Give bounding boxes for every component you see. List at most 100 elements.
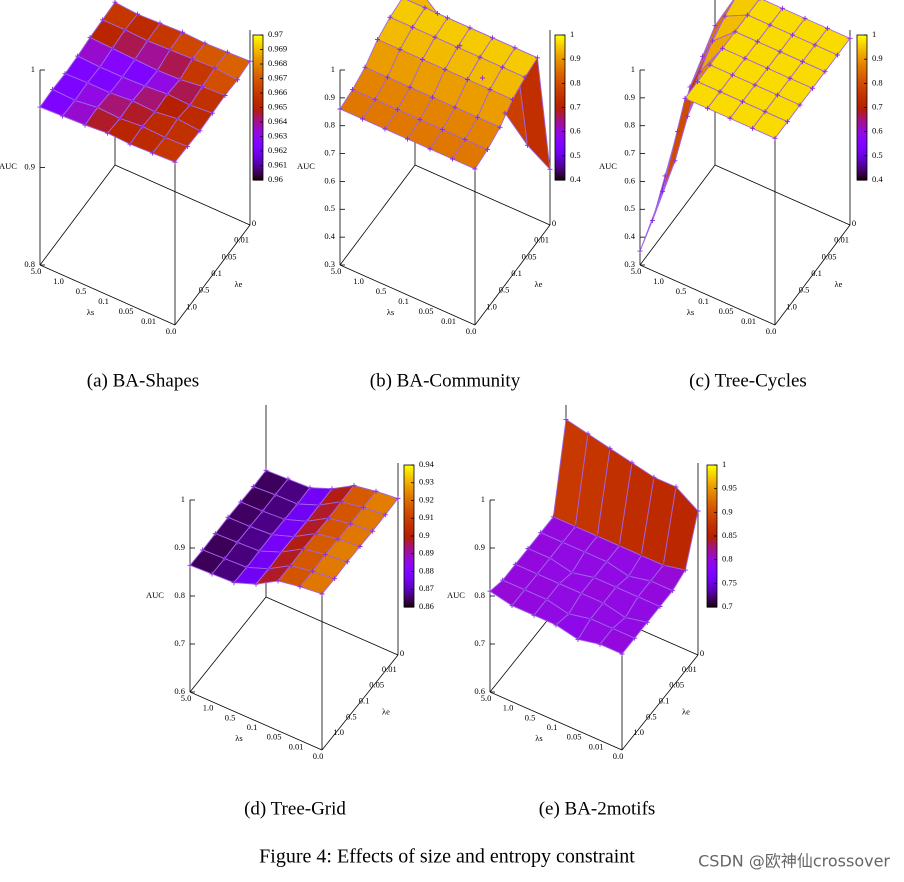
surface-point [140, 123, 145, 129]
x-tick-label: 0.05 [267, 732, 282, 742]
colorbar-strip [253, 76, 263, 80]
surface-point [500, 64, 505, 70]
surface-point [440, 127, 445, 133]
colorbar-strip [404, 590, 414, 594]
surface-point [263, 467, 269, 473]
colorbar-tick-label: 0.7 [570, 101, 581, 111]
colorbar-strip [707, 500, 717, 504]
z-tick-label: 0.8 [624, 120, 635, 130]
surface-point [120, 74, 125, 80]
colorbar-strip [857, 83, 867, 87]
x-tick-label: 0.1 [247, 722, 258, 732]
colorbar-strip [707, 533, 717, 537]
z-axis-label: AUC [447, 590, 465, 600]
colorbar-strip [707, 524, 717, 528]
axis-line [639, 164, 716, 266]
colorbar-strip [253, 85, 263, 89]
panel-caption: (b) BA-Community [370, 370, 521, 391]
colorbar-strip [404, 472, 414, 476]
colorbar-strip [857, 51, 867, 55]
surface-point [619, 651, 625, 657]
colorbar-strip [707, 578, 717, 582]
axis-line [39, 264, 176, 326]
colorbar-strip [707, 595, 717, 599]
colorbar-strip [857, 90, 867, 94]
colorbar-strip [857, 155, 867, 159]
surface-point [297, 584, 303, 590]
colorbar-strip [253, 160, 263, 164]
surface-point [288, 563, 294, 569]
z-tick-label: 0.6 [474, 686, 485, 696]
surface-point [472, 166, 478, 172]
colorbar-strip [857, 141, 867, 145]
colorbar-strip [253, 49, 263, 53]
z-axis-label: AUC [0, 161, 17, 171]
colorbar-strip [555, 158, 565, 162]
colorbar-strip [555, 95, 565, 99]
surface-point [157, 20, 163, 26]
surface-point [662, 173, 668, 179]
surface-point [687, 84, 693, 90]
surface-point [707, 62, 713, 68]
x-tick-label: 0.1 [98, 296, 109, 306]
colorbar-strip [253, 95, 263, 99]
colorbar-strip [555, 134, 565, 138]
colorbar-strip [404, 524, 414, 528]
axis-line [339, 264, 476, 326]
z-tick-label: 0.9 [24, 161, 35, 171]
colorbar-tick-label: 0.86 [419, 601, 434, 611]
surface-point [710, 38, 715, 44]
surface-point [497, 124, 503, 130]
colorbar-strip [707, 545, 717, 549]
surface-point [175, 116, 180, 122]
surface-point [272, 492, 278, 498]
surface-point [600, 600, 606, 606]
colorbar-strip [857, 93, 867, 97]
surface-point [117, 115, 123, 121]
surface-point [722, 13, 728, 19]
surface-point [553, 622, 559, 628]
surface-point [750, 125, 755, 131]
surface-point [755, 39, 760, 45]
z-tick-label: 0.9 [474, 542, 485, 552]
figure-caption: Figure 4: Effects of size and entropy co… [259, 846, 635, 868]
colorbar-strip [857, 44, 867, 48]
y-tick-label: 0.01 [834, 235, 849, 245]
x-tick-label: 0.01 [589, 741, 604, 751]
colorbar-strip [253, 114, 263, 118]
surface-point [165, 91, 170, 97]
colorbar-strip [555, 126, 565, 130]
surface-point [742, 55, 748, 61]
surface-point [95, 104, 100, 110]
colorbar-strip [404, 550, 414, 554]
x-tick-label: 0.05 [567, 732, 582, 742]
colorbar-strip [253, 167, 263, 171]
surface-point [672, 158, 678, 164]
colorbar-strip [555, 39, 565, 43]
colorbar-tick-label: 0.965 [268, 101, 287, 111]
surface-point [50, 86, 55, 92]
colorbar-strip [404, 519, 414, 523]
surface-point [266, 566, 272, 572]
surface-point [780, 5, 785, 11]
colorbar-strip [707, 597, 717, 601]
surface-point [705, 105, 710, 111]
colorbar-strip [707, 569, 717, 573]
surface-point [372, 97, 378, 103]
colorbar-strip [857, 134, 867, 138]
colorbar-strip [555, 177, 565, 181]
x-tick-label: 0.0 [313, 751, 324, 761]
surface-point [745, 12, 750, 18]
x-axis-label: λs [535, 733, 542, 743]
colorbar-strip [555, 49, 565, 53]
surface-point [132, 56, 138, 62]
colorbar-strip [857, 153, 867, 157]
surface-point [622, 614, 628, 620]
surface-point [607, 445, 613, 451]
colorbar-strip [404, 467, 414, 471]
colorbar-strip [404, 521, 414, 525]
surface-point [626, 573, 632, 579]
colorbar-strip [555, 114, 565, 118]
colorbar-strip [404, 502, 414, 506]
surface-point [477, 54, 483, 60]
